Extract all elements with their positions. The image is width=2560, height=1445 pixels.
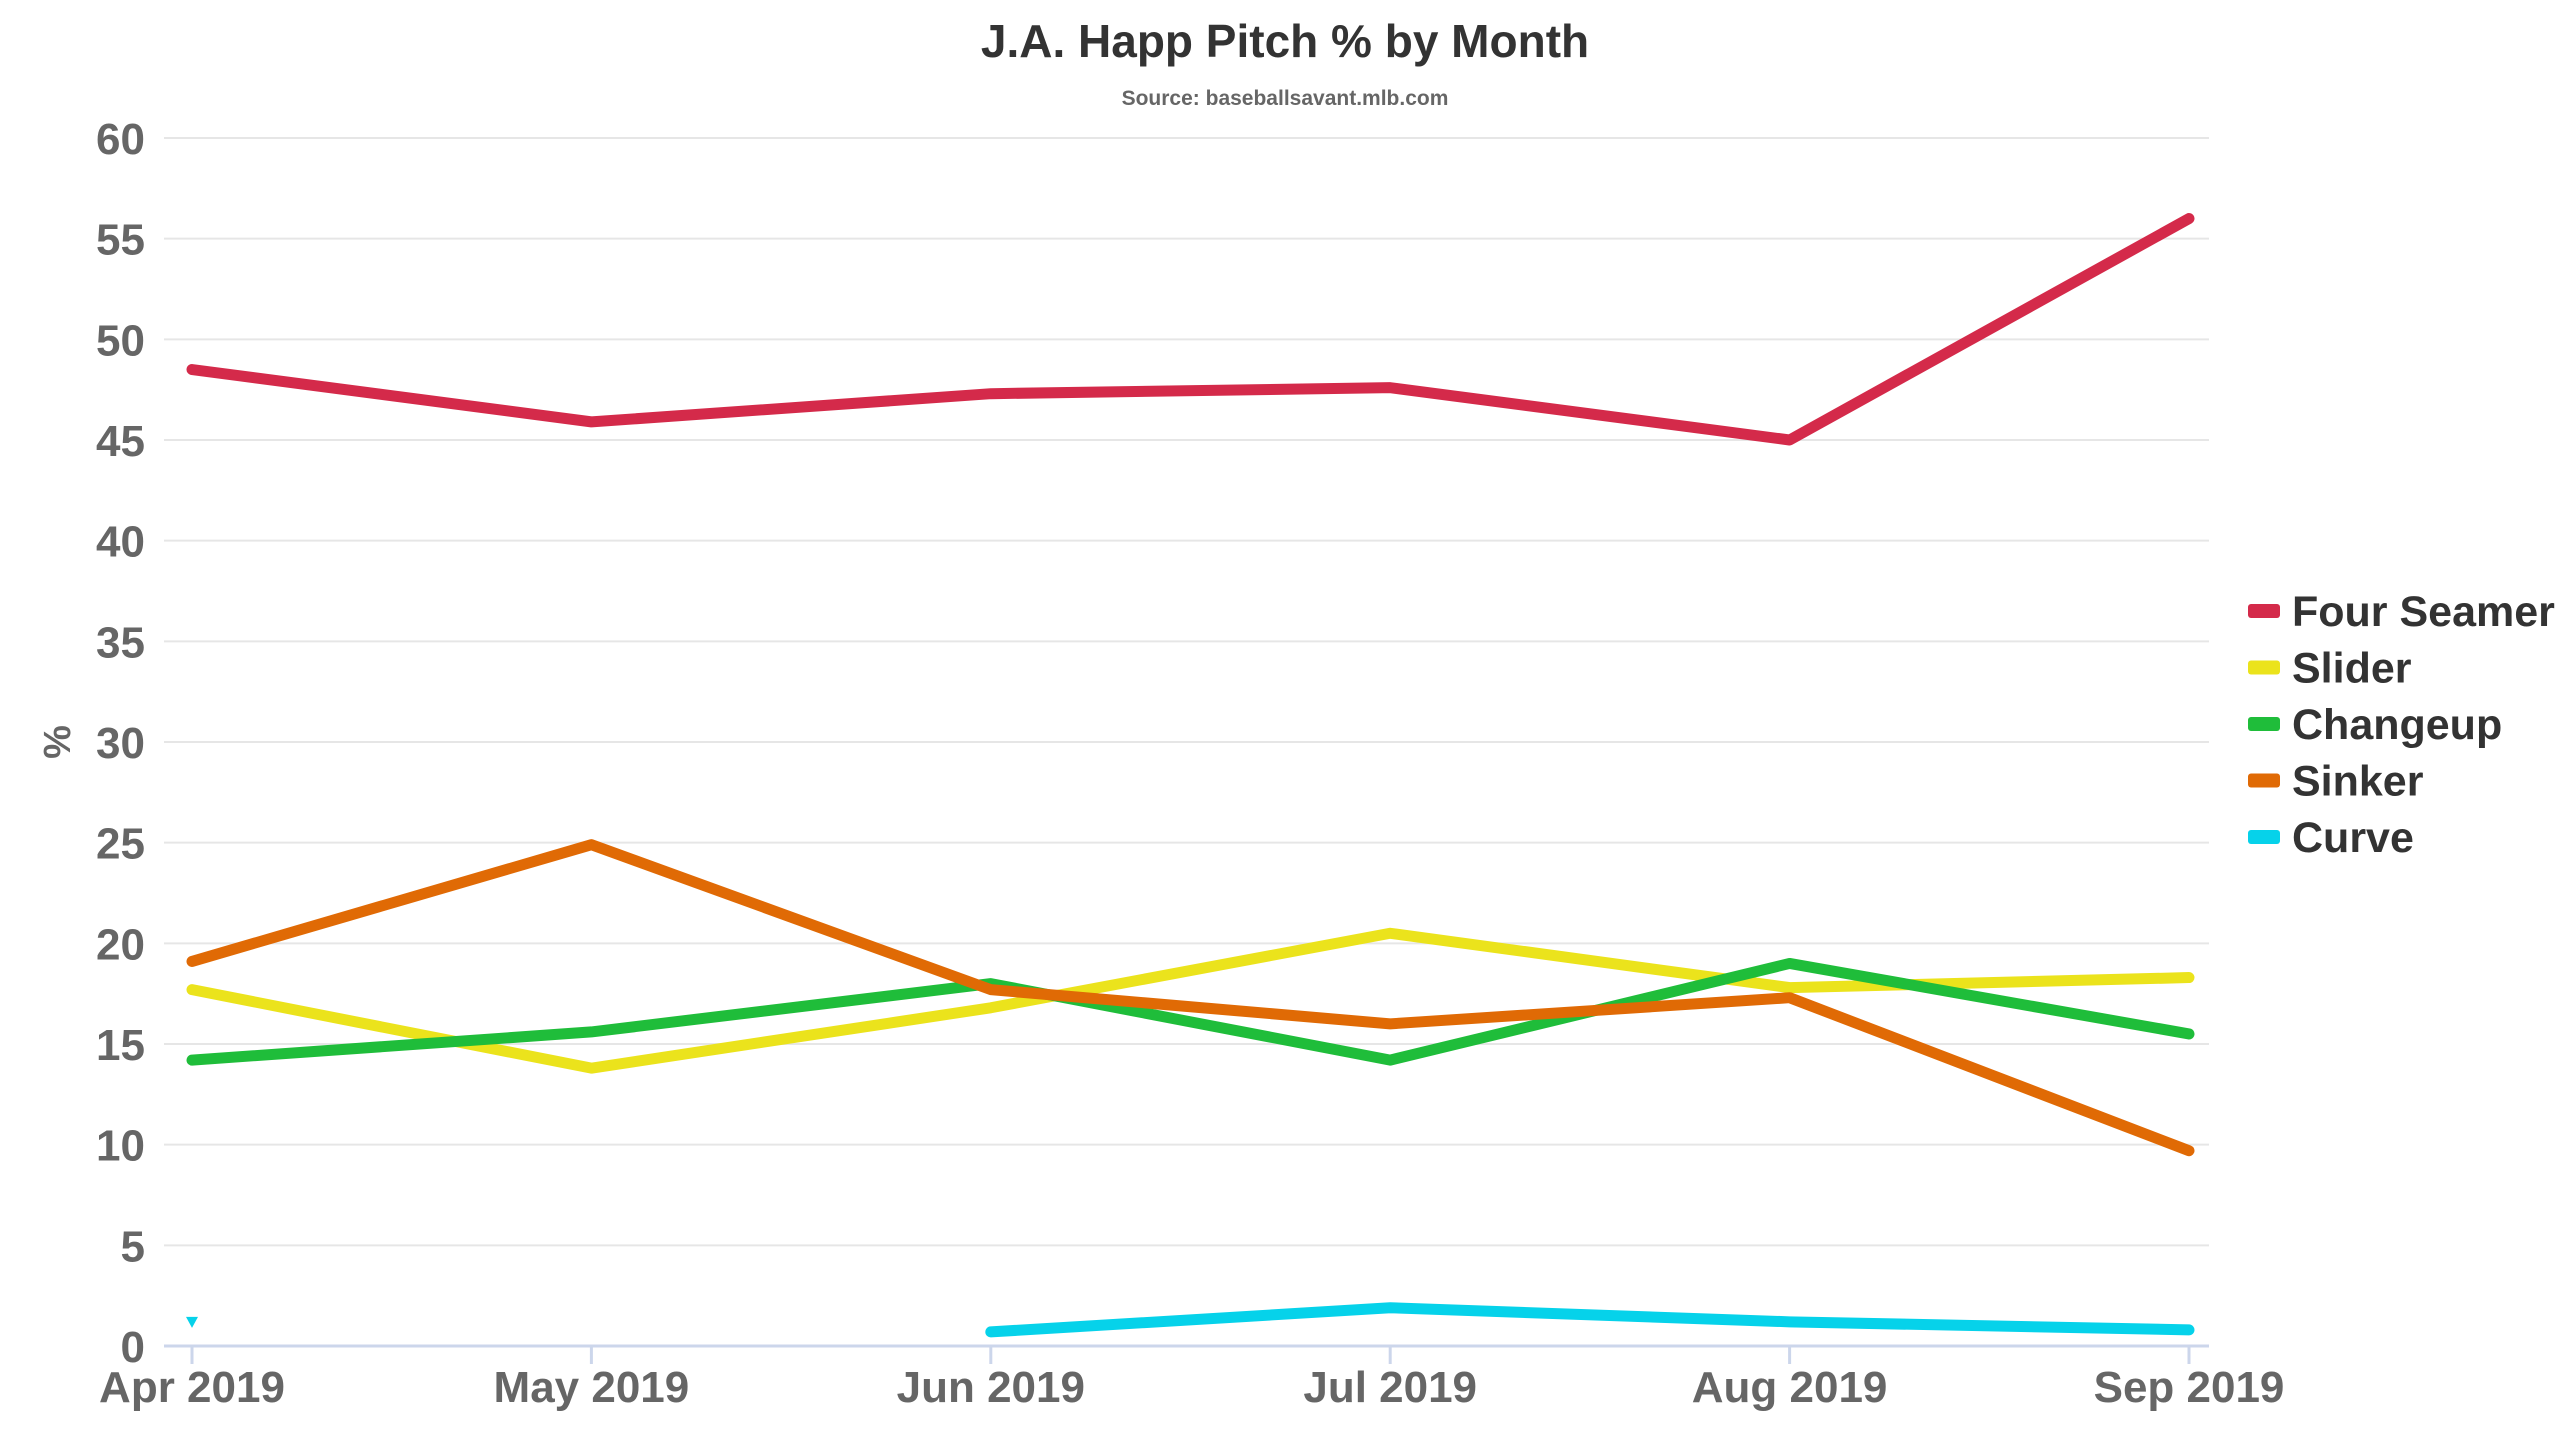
y-tick-label: 45: [96, 417, 145, 466]
y-tick-label: 5: [121, 1222, 145, 1271]
legend: Four Seamer Slider Changeup Sinker Curve: [2248, 588, 2555, 862]
y-tick-label: 35: [96, 618, 145, 667]
legend-label: Changeup: [2292, 701, 2502, 749]
y-tick-label: 20: [96, 920, 145, 969]
data-point-curve: [186, 1316, 198, 1328]
y-tick-label: 55: [96, 216, 145, 265]
x-tick-label: Jun 2019: [897, 1363, 1085, 1412]
y-tick-label: 15: [96, 1021, 145, 1070]
legend-swatch: [2248, 717, 2280, 731]
series-line-four-seamer: [186, 213, 2195, 446]
x-axis: Apr 2019 May 2019 Jun 2019 Jul 2019 Aug 2019…: [99, 1344, 2285, 1412]
x-tick-label: Jul 2019: [1303, 1363, 1477, 1412]
gridlines: [164, 137, 2209, 1247]
x-tick-label: Sep 2019: [2094, 1363, 2285, 1412]
series-line-sinker: [186, 839, 2195, 1157]
y-tick-label: 0: [121, 1323, 145, 1372]
legend-swatch: [2248, 773, 2280, 788]
x-tick-label: Aug 2019: [1692, 1363, 1888, 1412]
x-tick-label: Apr 2019: [99, 1363, 285, 1412]
y-tick-label: 25: [96, 820, 145, 869]
y-tick-label: 40: [96, 518, 145, 567]
series-line-changeup: [186, 957, 2195, 1066]
series-line-curve: [985, 1302, 2195, 1338]
chart-title: J.A. Happ Pitch % by Month: [981, 15, 1589, 67]
legend-label: Slider: [2292, 645, 2412, 693]
y-axis-label: %: [37, 725, 79, 759]
legend-label: Sinker: [2292, 758, 2424, 806]
x-tick-label: May 2019: [494, 1363, 690, 1412]
chart-subtitle: Source: baseballsavant.mlb.com: [1122, 87, 1449, 110]
y-tick-label: 30: [96, 719, 145, 768]
y-tick-label: 50: [96, 316, 145, 365]
legend-swatch: [2248, 830, 2280, 844]
legend-label: Curve: [2292, 814, 2414, 862]
legend-label: Four Seamer: [2292, 588, 2555, 636]
series-line-slider: [186, 927, 2195, 1074]
series-lines: [186, 213, 2195, 1338]
legend-swatch: [2248, 604, 2280, 618]
y-axis: 0 5 10 15 20 25 30 35 40 45 50 55 60: [96, 115, 145, 1372]
legend-swatch: [2248, 660, 2280, 675]
y-tick-label: 60: [96, 115, 145, 164]
y-tick-label: 10: [96, 1122, 145, 1171]
